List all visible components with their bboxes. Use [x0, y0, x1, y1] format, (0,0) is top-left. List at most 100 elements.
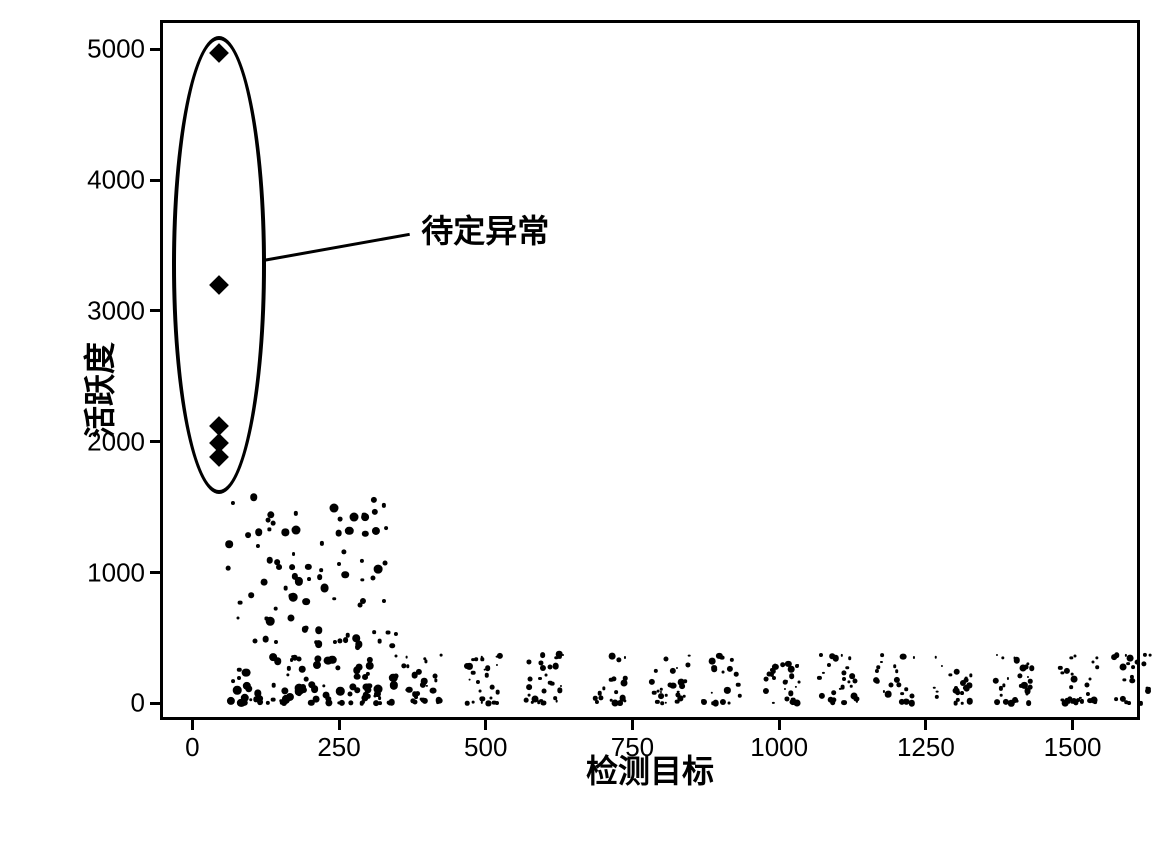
data-point — [250, 494, 258, 502]
data-point — [602, 687, 605, 690]
data-point — [685, 663, 690, 668]
data-point — [262, 636, 269, 643]
data-point — [341, 571, 349, 579]
data-point — [471, 670, 476, 675]
data-point — [953, 687, 960, 694]
data-point — [349, 513, 358, 522]
y-axis-label: 活跃度 — [75, 342, 121, 438]
data-point — [544, 673, 547, 676]
y-tick — [150, 179, 160, 182]
data-point — [737, 694, 741, 698]
data-point — [817, 676, 821, 680]
data-point — [658, 693, 664, 699]
data-point — [370, 575, 375, 580]
annotation-line — [262, 232, 409, 261]
data-point — [468, 678, 471, 681]
data-point — [266, 557, 273, 564]
data-point — [553, 697, 557, 701]
x-tick — [1071, 720, 1074, 730]
data-point — [614, 691, 618, 695]
data-point — [389, 699, 396, 706]
data-point — [421, 678, 428, 685]
data-point — [831, 697, 836, 702]
data-point — [1012, 697, 1018, 703]
data-point — [936, 690, 939, 693]
data-point — [609, 653, 616, 660]
data-point — [225, 540, 233, 548]
data-point — [934, 694, 938, 698]
data-point — [354, 673, 361, 680]
data-point — [876, 666, 880, 670]
data-point — [953, 669, 960, 676]
data-point — [842, 677, 846, 681]
data-point — [933, 687, 935, 689]
data-point — [422, 698, 428, 704]
data-point — [1058, 666, 1062, 670]
data-point — [317, 574, 323, 580]
data-point — [390, 681, 398, 689]
data-point — [299, 666, 306, 673]
data-point — [710, 692, 712, 694]
data-point — [1094, 700, 1098, 704]
data-point — [412, 700, 417, 705]
x-tick — [778, 720, 781, 730]
data-point — [378, 701, 382, 705]
data-point — [553, 663, 560, 670]
data-point — [466, 663, 472, 669]
data-point — [1092, 660, 1095, 663]
data-point — [261, 579, 268, 586]
data-point — [772, 702, 774, 704]
data-point — [302, 598, 310, 606]
data-point — [961, 702, 964, 705]
data-point — [226, 566, 231, 571]
data-point — [720, 699, 726, 705]
x-tick-label: 500 — [464, 732, 507, 763]
data-point — [383, 561, 388, 566]
data-point — [1064, 668, 1070, 674]
data-point — [875, 669, 879, 673]
data-point — [324, 656, 333, 665]
data-point — [315, 626, 322, 633]
data-point — [347, 691, 352, 696]
data-point — [848, 657, 852, 661]
data-point — [795, 686, 797, 688]
data-point — [624, 656, 626, 658]
x-tick-label: 250 — [317, 732, 360, 763]
data-point — [289, 564, 295, 570]
data-point — [683, 695, 686, 698]
data-point — [1139, 701, 1143, 705]
data-point — [311, 686, 319, 694]
data-point — [271, 697, 276, 702]
data-point — [665, 701, 667, 703]
data-point — [550, 681, 555, 686]
data-point — [649, 679, 655, 685]
data-point — [845, 666, 848, 669]
data-point — [485, 666, 491, 672]
data-point — [362, 674, 368, 680]
data-point — [475, 658, 479, 662]
data-point — [960, 691, 964, 695]
data-point — [881, 654, 885, 658]
x-tick — [338, 720, 341, 730]
data-point — [301, 626, 307, 632]
data-point — [784, 688, 786, 690]
data-point — [305, 563, 311, 569]
data-point — [1095, 665, 1099, 669]
data-point — [496, 664, 498, 666]
data-point — [789, 700, 794, 705]
data-point — [292, 552, 296, 556]
data-point — [783, 680, 788, 685]
data-point — [1126, 662, 1130, 666]
x-tick-label: 750 — [611, 732, 654, 763]
data-point — [286, 673, 289, 676]
data-point — [382, 503, 386, 507]
data-point — [274, 640, 278, 644]
data-point — [595, 700, 599, 704]
y-tick-label: 0 — [131, 688, 145, 719]
data-point — [337, 562, 341, 566]
data-point — [475, 680, 479, 684]
data-point — [840, 685, 845, 690]
data-point — [248, 592, 254, 598]
data-point — [540, 665, 546, 671]
data-point — [789, 673, 795, 679]
